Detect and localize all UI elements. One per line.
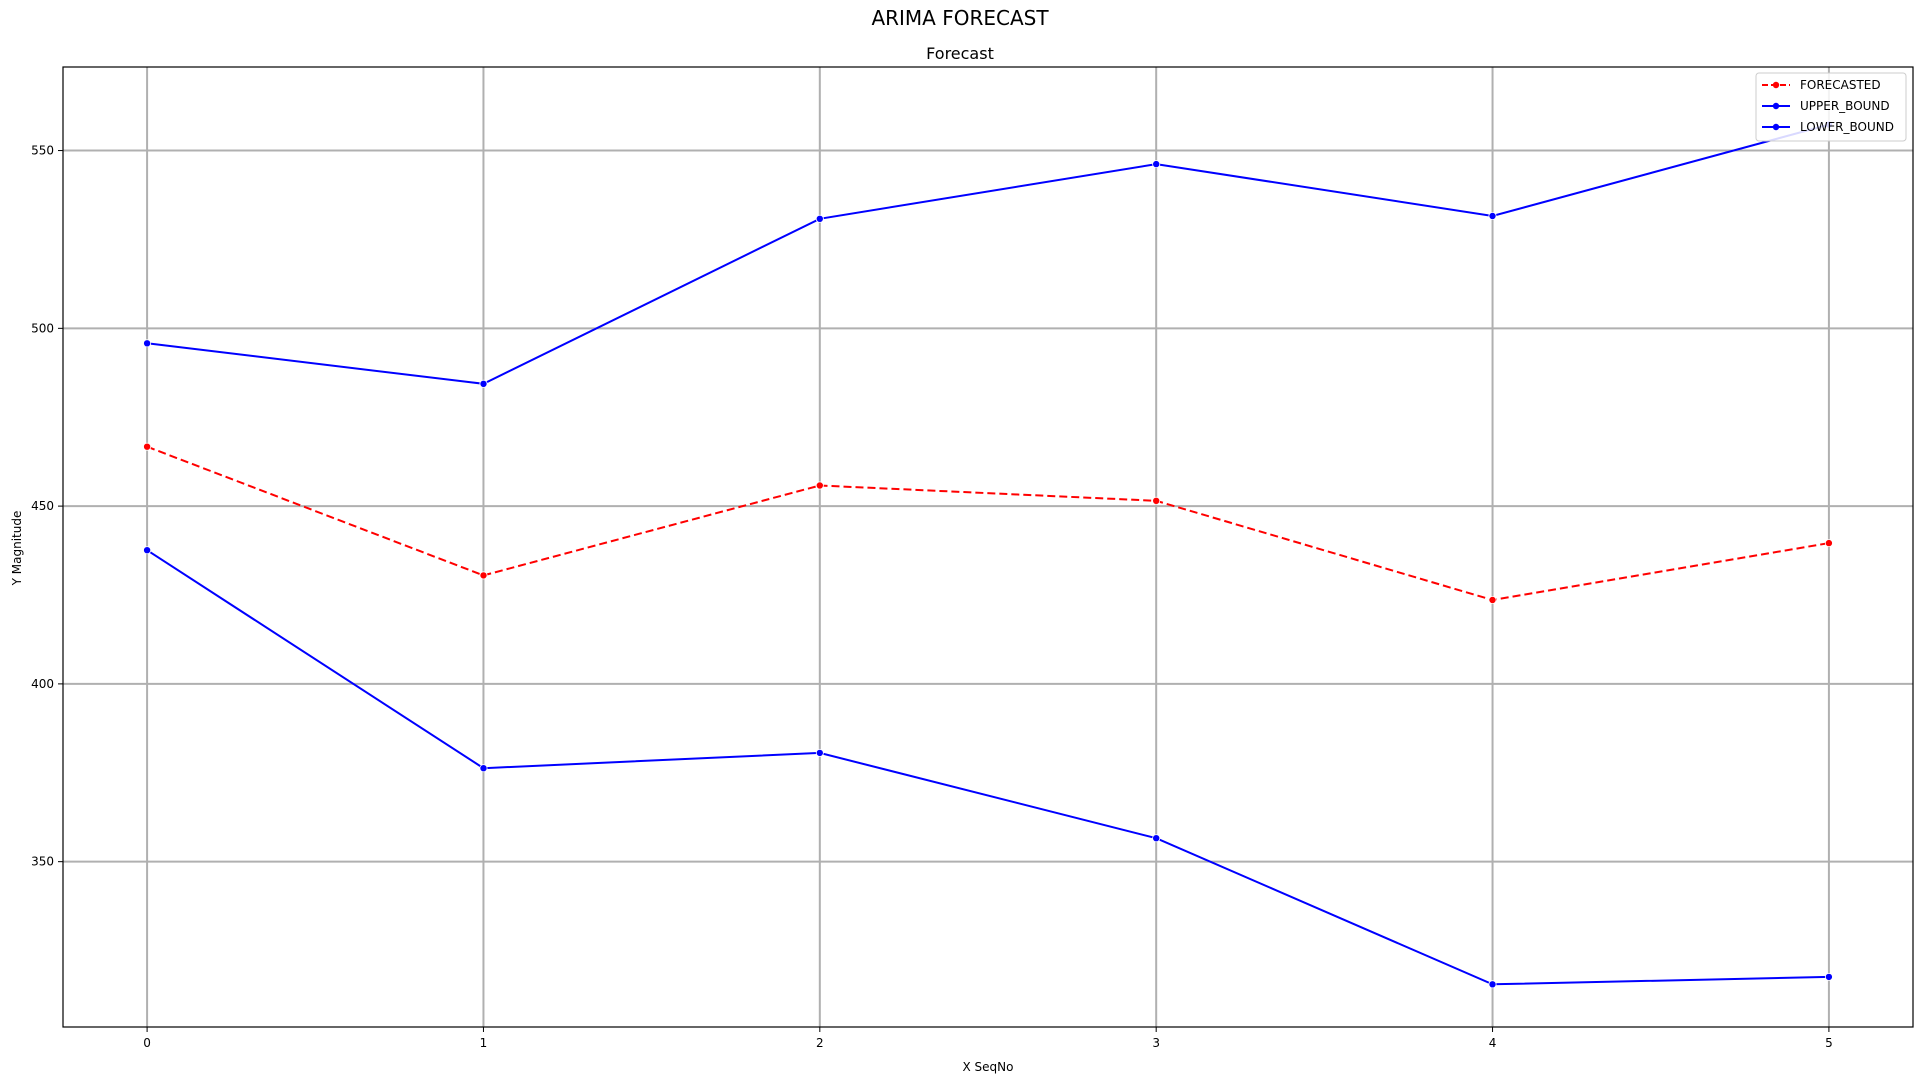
x-tick-label: 4: [1489, 1036, 1497, 1050]
chart-title: ARIMA FORECAST: [871, 6, 1049, 30]
legend-item: UPPER_BOUND: [1762, 99, 1890, 113]
legend-label: LOWER_BOUND: [1800, 120, 1894, 134]
grid-layer: [63, 67, 1913, 1027]
data-point: [143, 339, 152, 348]
series-forecasted: [143, 442, 1833, 605]
legend-marker: [1772, 123, 1780, 131]
data-point: [1824, 972, 1833, 981]
x-tick-label: 5: [1825, 1036, 1833, 1050]
legend-marker: [1772, 102, 1780, 110]
legend-item: LOWER_BOUND: [1762, 120, 1894, 134]
tick-layer: 0 1 2 3 4 5 350 400 450 500 550: [31, 144, 1833, 1050]
x-tick-label: 0: [143, 1036, 151, 1050]
series-line: [146, 123, 1830, 385]
legend-marker: [1772, 81, 1780, 89]
data-point: [1152, 160, 1161, 169]
plot-frame: [62, 66, 1914, 1028]
data-point: [143, 546, 152, 555]
series-upper-bound: [143, 120, 1833, 388]
x-tick-label: 1: [480, 1036, 488, 1050]
data-point: [1488, 980, 1497, 989]
y-axis-label: Y Magnitude: [10, 511, 24, 587]
legend-label: UPPER_BOUND: [1800, 99, 1890, 113]
legend: FORECASTED UPPER_BOUND LOWER_BOUND: [1755, 72, 1907, 142]
series-layer: [143, 120, 1833, 989]
legend-label: FORECASTED: [1800, 78, 1881, 92]
data-point: [1152, 496, 1161, 505]
y-tick-label: 350: [31, 855, 54, 869]
series-line: [146, 549, 1829, 986]
data-point: [1488, 596, 1497, 605]
data-point: [815, 748, 824, 757]
legend-box: [1755, 72, 1907, 142]
y-tick-label: 450: [31, 499, 54, 513]
data-point: [815, 214, 824, 223]
y-tick-label: 550: [31, 144, 54, 158]
data-point: [479, 764, 488, 773]
y-tick-label: 400: [31, 677, 54, 691]
legend-items: FORECASTED UPPER_BOUND LOWER_BOUND: [1762, 78, 1894, 134]
series-lower-bound: [143, 546, 1833, 989]
y-tick-label: 500: [31, 321, 54, 335]
data-point: [479, 571, 488, 580]
chart-subtitle: Forecast: [926, 44, 994, 63]
data-point: [1488, 211, 1497, 220]
series-line: [146, 445, 1830, 602]
data-point: [479, 379, 488, 388]
x-tick-label: 2: [816, 1036, 824, 1050]
data-point: [815, 481, 824, 490]
legend-item: FORECASTED: [1762, 78, 1881, 92]
data-point: [1824, 539, 1833, 548]
data-point: [143, 442, 152, 451]
x-axis-label: X SeqNo: [963, 1060, 1014, 1074]
x-tick-label: 3: [1152, 1036, 1160, 1050]
data-point: [1152, 834, 1161, 843]
